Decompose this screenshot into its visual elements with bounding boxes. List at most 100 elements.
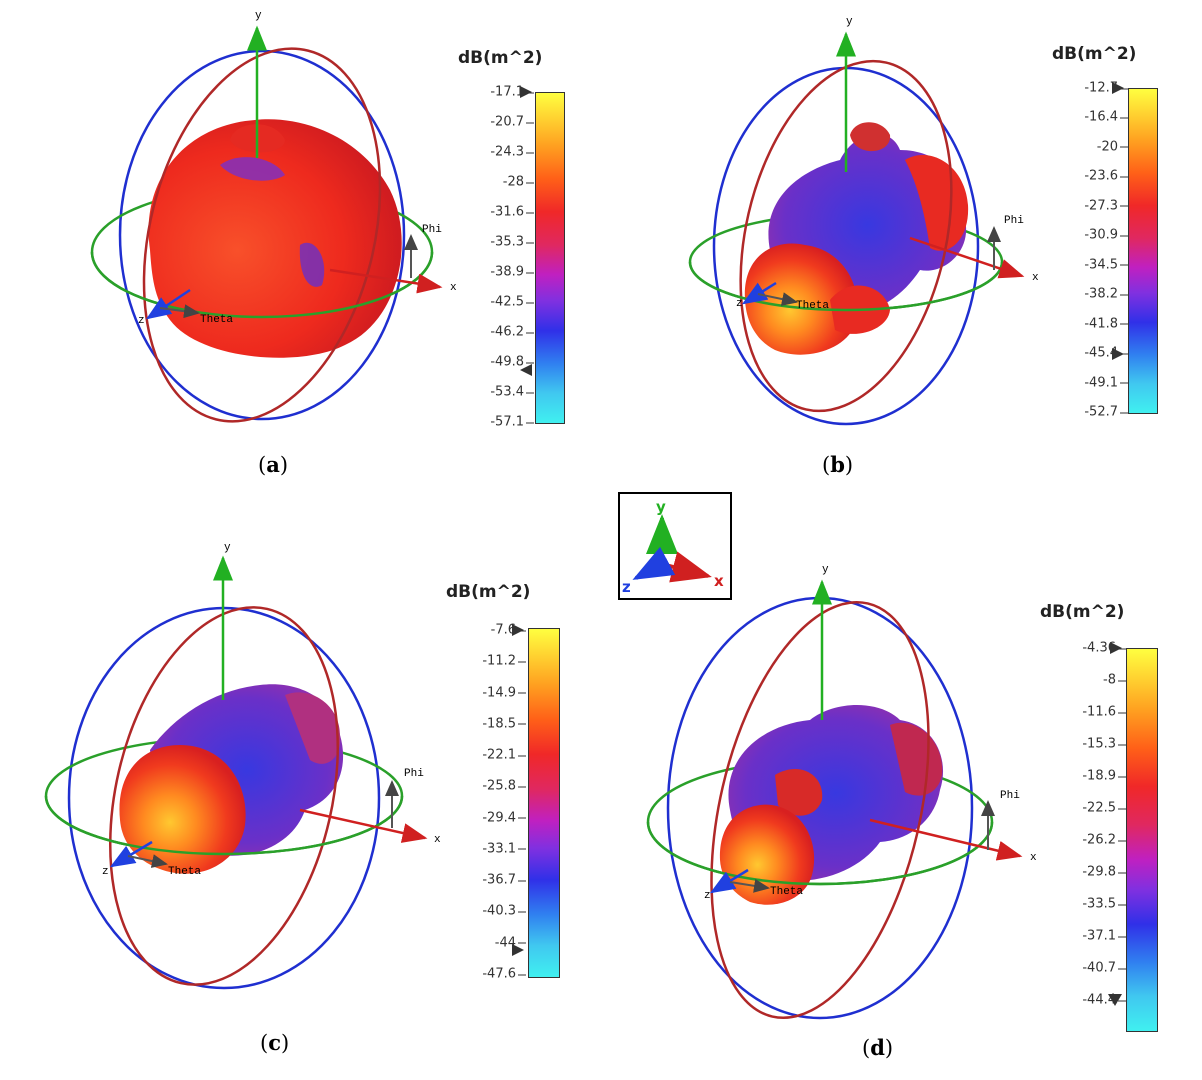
colorbar-tick-label: -17.1: [490, 84, 534, 100]
axis-z: [145, 288, 191, 320]
colorbar-tick-label: -31.6: [490, 204, 534, 220]
colorbar-tick-label: -49.1: [1084, 375, 1128, 391]
colorbar-tick-label: -47.6: [482, 966, 526, 982]
ring-green-front: [688, 261, 1004, 312]
colorbar-tick-label: -41.8: [1084, 316, 1128, 332]
radiation-pattern-a: y x z Phi Theta: [90, 10, 457, 423]
radiation-pattern-d: y x z Phi Theta: [646, 564, 1037, 1020]
theta-arrow: [159, 304, 200, 319]
theta-arrow: [127, 854, 168, 868]
orientation-triad: y x z: [622, 498, 724, 596]
colorbar-tick-label: -18.5: [482, 716, 526, 732]
axis-x: [299, 808, 428, 843]
axis-z: [741, 281, 777, 305]
colorbar-d: [1126, 648, 1158, 1032]
colorbar-tick-label: -23.6: [1084, 168, 1128, 184]
axis-z: [709, 868, 749, 894]
colorbar-tick-label: -8: [1103, 672, 1126, 688]
colorbar-tick-label: -34.5: [1084, 257, 1128, 273]
colorbar-tick-label: -38.9: [490, 264, 534, 280]
colorbar-tick-label: -40.7: [1082, 960, 1126, 976]
panel-d: y x z Phi Theta dB(m^2) -4.36 -8 -11.6 -15.…: [600, 520, 1202, 1080]
colorbar-tick-label: -26.2: [1082, 832, 1126, 848]
axis-x: [329, 268, 443, 294]
axis-x-label: x: [1030, 852, 1037, 864]
colorbar-tick-label: -35.3: [490, 234, 534, 250]
colorbar-title-d: dB(m^2): [1040, 602, 1125, 622]
lobe-red-right: [285, 692, 341, 764]
colorbar-tick-label: -37.1: [1082, 928, 1126, 944]
colorbar-max-marker-b: [1112, 82, 1124, 94]
colorbar-tick-label: -52.7: [1084, 404, 1128, 420]
colorbar-ticks-c: -7.6 -11.2 -14.9 -18.5 -22.1 -25.8 -29.4 -33.1-…: [432, 623, 527, 982]
colorbar-tick-label: -29.4: [482, 810, 526, 826]
panel-b: y x z Phi Theta dB(m^2) -12.7 -16.4 -20 -23…: [600, 0, 1202, 490]
axis-x-label: x: [434, 834, 441, 846]
phi-label: Phi: [1004, 215, 1024, 227]
colorbar-tick-label: -46.2: [490, 324, 534, 340]
colorbar-c: [528, 628, 560, 978]
colorbar-tick-label: -36.7: [482, 872, 526, 888]
colorbar-ticks-b: -12.7 -16.4 -20 -23.6 -27.3 -30.9 -34.5 -38.2 -4…: [1034, 81, 1129, 420]
colorbar-tick-label: -22.5: [1082, 800, 1126, 816]
theta-arrow: [729, 878, 770, 893]
legend-x-label: x: [714, 572, 724, 590]
caption-d: (d): [862, 1035, 894, 1060]
colorbar-tick-label: -57.1: [490, 414, 534, 430]
colorbar-tick-label: -14.9: [482, 685, 526, 701]
ring-green-front: [44, 795, 404, 856]
lobe-red-mid: [775, 769, 823, 816]
colorbar-ticks-a: -17.1 -20.7 -24.3 -28 -31.6 -35.3 -38.9 -42.5 -4…: [440, 85, 535, 430]
axis-x-label: x: [450, 282, 457, 294]
caption-a: (a): [258, 452, 289, 477]
colorbar-tick-label: -11.2: [482, 653, 526, 669]
theta-label: Theta: [770, 886, 803, 898]
colorbar-tick-label: -15.3: [1082, 736, 1126, 752]
axis-y-label: y: [822, 564, 829, 576]
lobe-blue-dimple: [299, 242, 325, 287]
axis-z-label: z: [704, 890, 711, 902]
axis-z-label: z: [138, 315, 145, 327]
theta-label: Theta: [168, 866, 201, 878]
phi-label: Phi: [404, 768, 424, 780]
lobe-red-right: [905, 155, 969, 251]
axis-x: [909, 236, 1025, 279]
colorbar-tick-label: -20: [1096, 139, 1129, 155]
colorbar-tick-label: -33.5: [1082, 896, 1126, 912]
lobe-blue-patch: [220, 157, 285, 181]
lobe-hot: [719, 804, 815, 905]
phi-label: Phi: [1000, 790, 1020, 802]
colorbar-tick-label: -33.1: [482, 841, 526, 857]
colorbar-tick-label: -53.4: [490, 384, 534, 400]
colorbar-tick-label: -22.1: [482, 747, 526, 763]
colorbar-tick-label: -30.9: [1084, 227, 1128, 243]
colorbar-min-marker-b: [1112, 348, 1124, 360]
colorbar-min-marker-d: [1108, 994, 1122, 1006]
legend-y-label: y: [656, 498, 666, 516]
colorbar-a: [535, 92, 565, 424]
panel-a: y x z Phi Theta dB(m^2) -17.1 -20.7 -24.3-…: [0, 0, 600, 490]
theta-label: Theta: [200, 314, 233, 326]
ring-red: [142, 47, 382, 423]
colorbar-ticks-d: -4.36 -8 -11.6 -15.3 -18.9 -22.5 -26.2 -29.8 -33…: [1030, 641, 1126, 1008]
colorbar-tick-label: -18.9: [1082, 768, 1126, 784]
colorbar-tick-label: -28: [502, 174, 535, 190]
axis-x: [869, 818, 1023, 861]
lobe-body: [148, 119, 402, 358]
colorbar-tick-label: -44: [494, 935, 527, 951]
colorbar-tick-label: -27.3: [1084, 198, 1128, 214]
axis-y-label: y: [255, 10, 262, 22]
colorbar-max-marker-a: [520, 86, 532, 98]
colorbar-tick-label: -42.5: [490, 294, 534, 310]
axis-z-label: z: [102, 866, 109, 878]
colorbar-min-marker-a: [520, 364, 532, 376]
axis-z-label: z: [736, 298, 743, 310]
colorbar-tick-label: -24.3: [490, 144, 534, 160]
colorbar-tick-label: -16.4: [1084, 109, 1128, 125]
colorbar-title-c: dB(m^2): [446, 582, 531, 602]
colorbar-max-marker-c: [512, 624, 524, 636]
ring-red: [108, 606, 340, 986]
colorbar-tick-label: -40.3: [482, 903, 526, 919]
caption-c: (c): [260, 1030, 290, 1055]
ring-green-front: [646, 821, 994, 886]
